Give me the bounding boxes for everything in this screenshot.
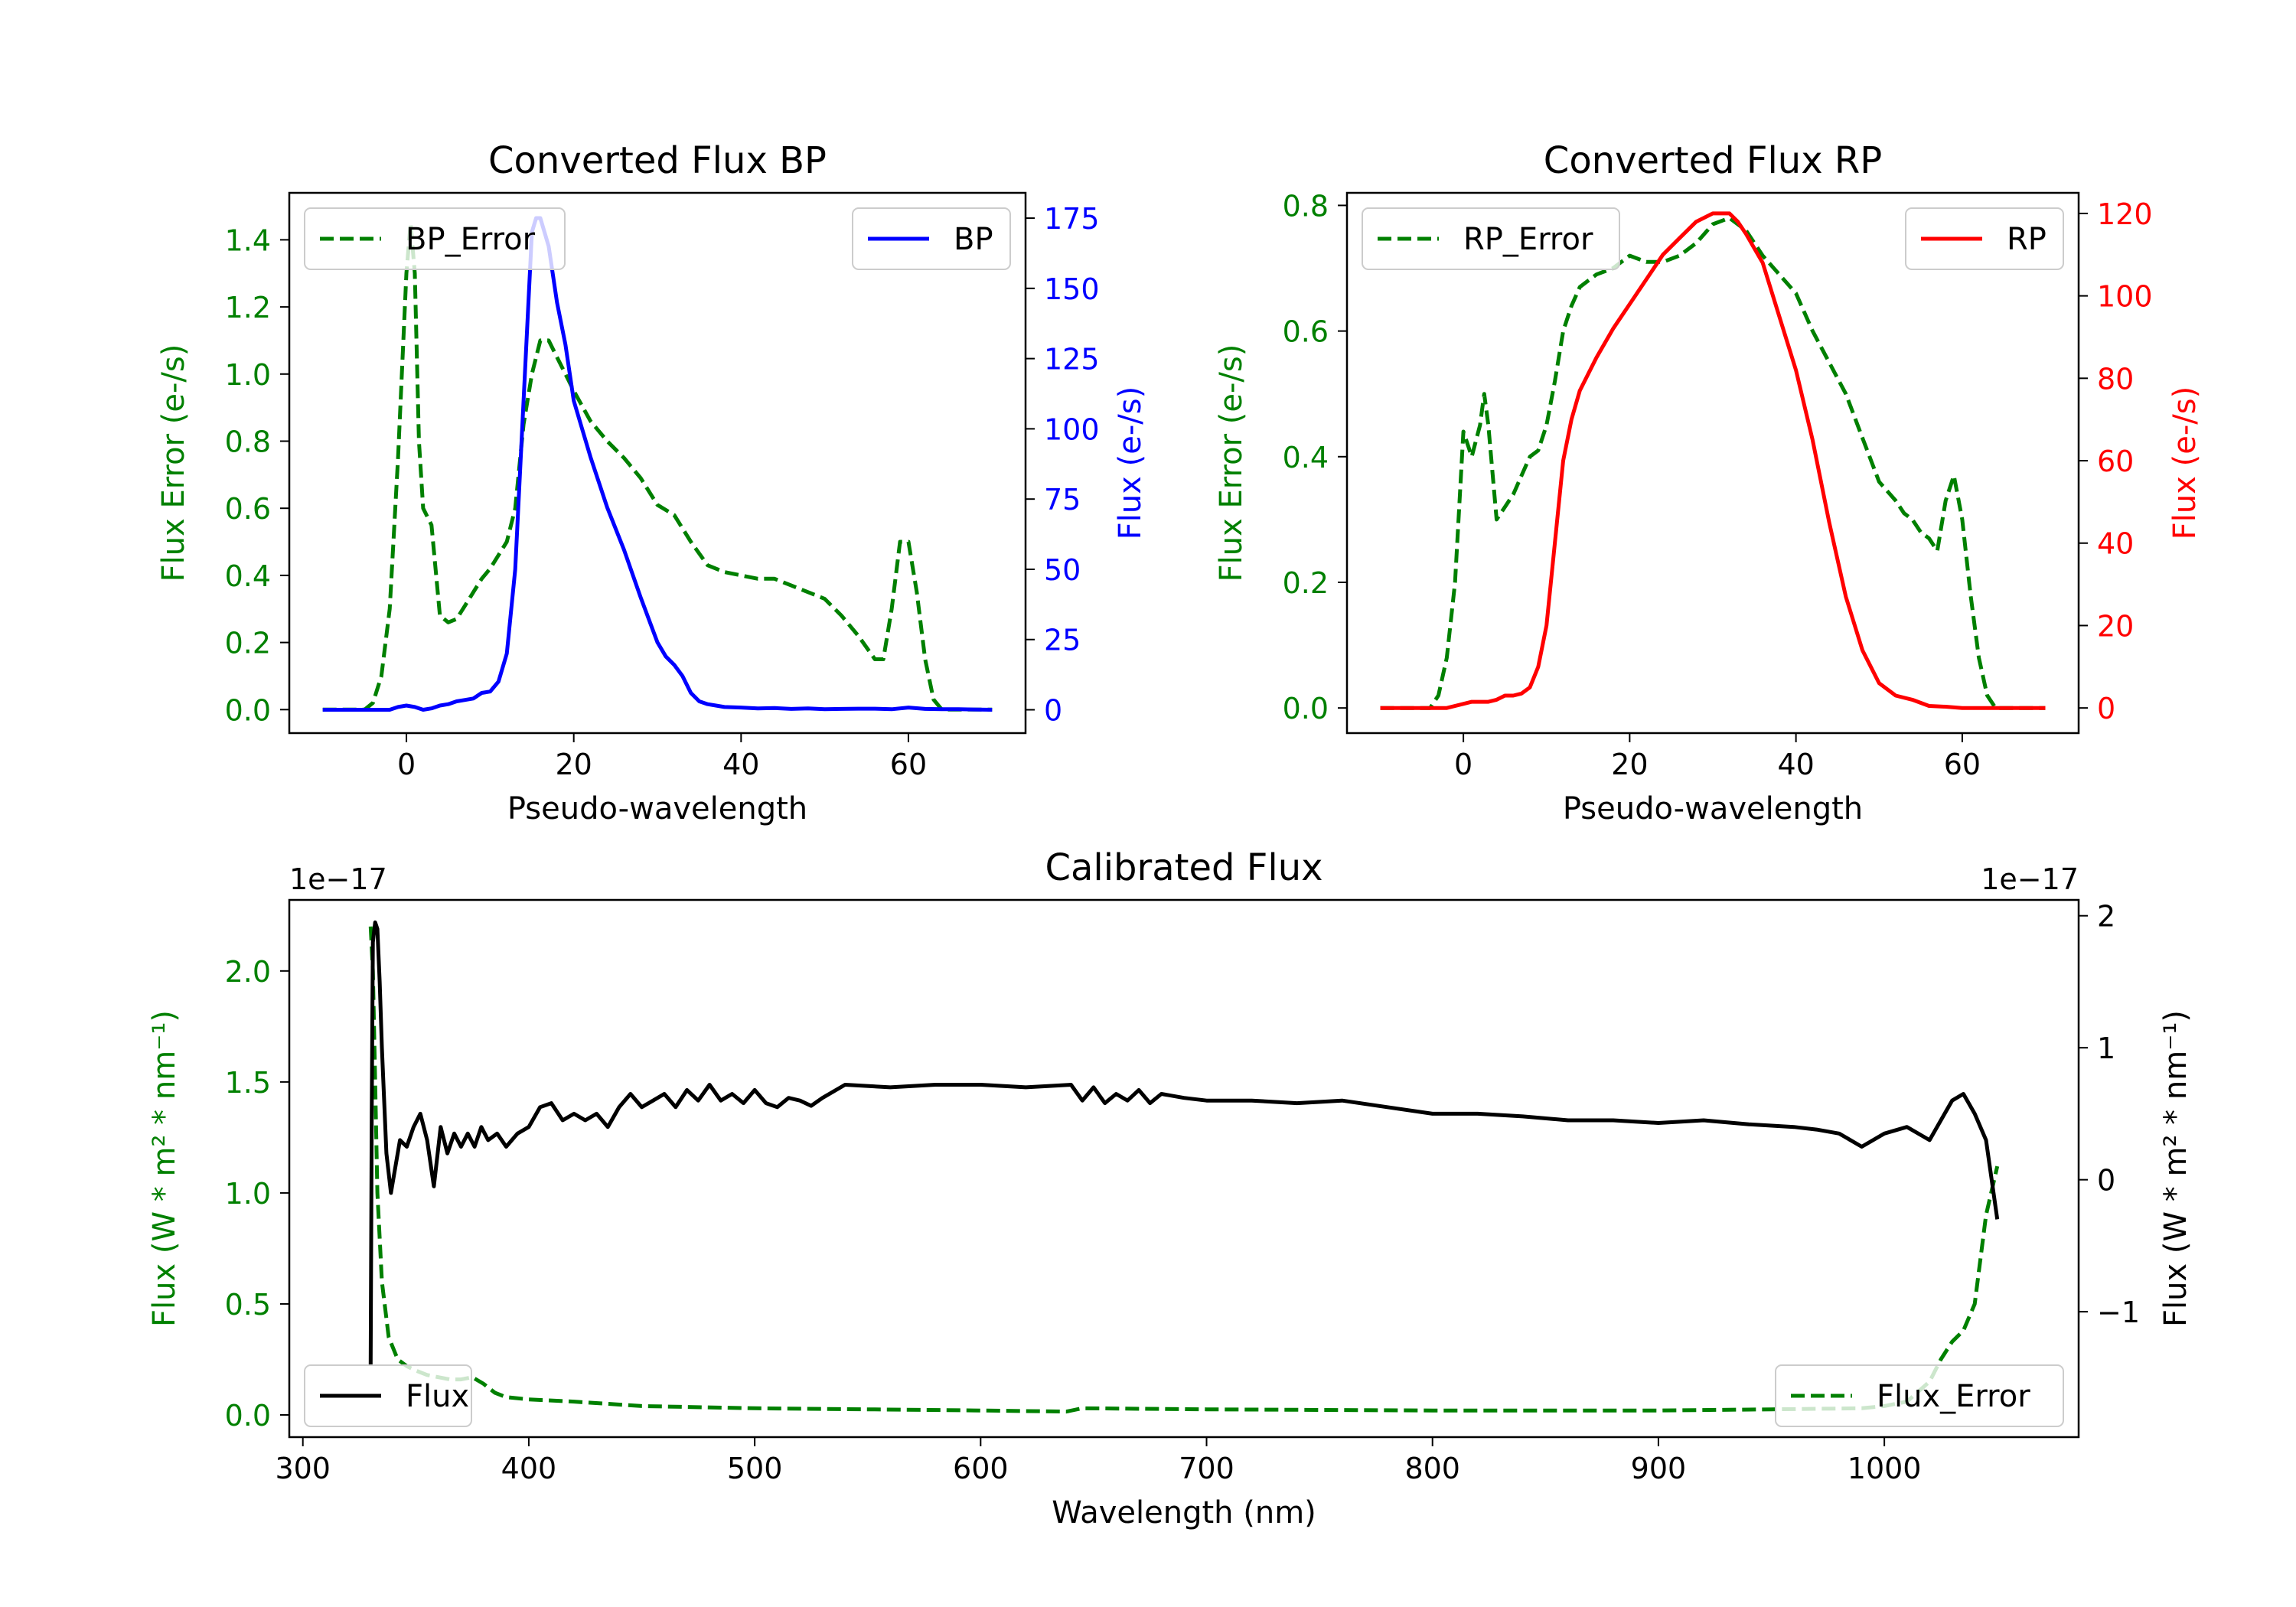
y-right-axis-label: Flux (e-/s)	[2167, 386, 2203, 539]
x-tick-label: 0	[1454, 748, 1473, 781]
y-left-tick-label: 1.4	[225, 223, 271, 257]
y-right-tick-label: 60	[2097, 445, 2134, 478]
y-right-tick-label: 75	[1044, 483, 1081, 517]
y-right-axis-label: Flux (e-/s)	[1113, 386, 1148, 539]
y-left-tick-label: 0.4	[1283, 441, 1329, 474]
series-line-rp-error	[1380, 216, 2046, 710]
x-tick-label: 20	[1611, 748, 1648, 781]
x-tick-label: 700	[1179, 1452, 1234, 1485]
legend-bp: BP	[852, 207, 1011, 270]
y-right-tick-label: −1	[2097, 1296, 2140, 1329]
y-right-tick-label: 125	[1044, 343, 1100, 376]
y-left-tick-label: 1.0	[225, 358, 271, 392]
legend-box	[304, 207, 566, 270]
y-right-tick-label: 120	[2097, 197, 2153, 231]
y-left-tick-label: 0.8	[225, 425, 271, 458]
series-line-bp-error	[322, 221, 993, 712]
x-tick-label: 1000	[1848, 1452, 1922, 1485]
y-right-tick-label: 1	[2097, 1032, 2115, 1065]
y-left-tick-label: 0.0	[1283, 692, 1329, 725]
panel-bp: 0 20 40 60 0.0 0.2 0.4 0.6 0.8 1.0 1.2 1.4 0 25 50 75 10…	[156, 139, 1148, 826]
legend-flux-error: Flux_Error	[1775, 1364, 2064, 1427]
legend-label: RP_Error	[1463, 222, 1593, 257]
legend-bp-error: BP_Error	[304, 207, 566, 270]
x-axis-label: Pseudo-wavelength	[507, 791, 807, 826]
y-left-tick-label: 0.2	[1283, 566, 1329, 600]
axes-frame	[288, 191, 1027, 735]
chart-title: Converted Flux BP	[488, 139, 827, 182]
legend-box	[1362, 207, 1620, 270]
y-right-tick-label: 0	[1044, 694, 1062, 728]
y-left-axis-label: Flux Error (e-/s)	[156, 344, 191, 582]
series-line-rp	[1380, 211, 2046, 710]
y-left-tick-label: 1.5	[225, 1066, 271, 1100]
x-tick-label: 400	[501, 1452, 557, 1485]
chart-title: Calibrated Flux	[1045, 846, 1322, 889]
y-right-tick-label: 40	[2097, 527, 2134, 561]
y-right-tick-label: 80	[2097, 362, 2134, 396]
y-left-tick-label: 1.0	[225, 1177, 271, 1211]
x-tick-label: 600	[953, 1452, 1009, 1485]
y-right-axis-label: Flux (W * m² * nm⁻¹)	[2158, 1010, 2193, 1327]
legend-box	[1775, 1364, 2064, 1427]
y-right-offset-text: 1e−17	[1981, 862, 2079, 896]
x-tick-label: 500	[727, 1452, 783, 1485]
x-tick-label: 40	[1777, 748, 1814, 781]
y-left-offset-text: 1e−17	[289, 862, 387, 896]
legend-label: RP	[2007, 222, 2047, 257]
legend-label: Flux	[406, 1379, 469, 1414]
panel-cal: 300 400 500 600 700 800 900 1000 0.0 0.5 1.0 1.5 2.0…	[147, 846, 2193, 1530]
legend-label: BP	[954, 222, 993, 257]
y-right-tick-label: 150	[1044, 272, 1100, 306]
legend-box	[304, 1364, 472, 1427]
y-right-tick-label: 0	[2097, 1164, 2115, 1198]
x-tick-label: 40	[722, 748, 759, 781]
x-tick-label: 60	[1944, 748, 1981, 781]
panel-rp: 0 20 40 60 0.0 0.2 0.4 0.6 0.8 0 20 40 60 80 100 120 Con…	[1214, 139, 2203, 826]
x-tick-label: 300	[275, 1452, 331, 1485]
y-left-axis-label: Flux (W * m² * nm⁻¹)	[147, 1010, 182, 1327]
y-right-tick-label: 2	[2097, 900, 2115, 934]
series-line-flux	[368, 920, 2000, 1365]
x-tick-label: 800	[1404, 1452, 1460, 1485]
legend-box	[852, 207, 1011, 270]
legend-rp-error: RP_Error	[1362, 207, 1620, 270]
y-right-tick-label: 25	[1044, 624, 1081, 657]
x-tick-label: 20	[556, 748, 592, 781]
y-left-tick-label: 0.0	[225, 693, 271, 727]
x-tick-label: 60	[890, 748, 927, 781]
y-right-tick-label: 50	[1044, 553, 1081, 587]
y-left-tick-label: 0.0	[225, 1399, 271, 1433]
series-line-bp	[322, 216, 993, 712]
y-left-tick-label: 0.5	[225, 1288, 271, 1322]
legend-rp: RP	[1905, 207, 2064, 270]
y-left-tick-label: 2.0	[225, 955, 271, 989]
series-line-flux-error	[368, 926, 2000, 1414]
axes-frame	[1345, 191, 2080, 735]
y-right-tick-label: 0	[2097, 692, 2115, 725]
y-left-tick-label: 0.8	[1283, 189, 1329, 223]
y-left-tick-label: 0.4	[225, 559, 271, 593]
chart-title: Converted Flux RP	[1544, 139, 1882, 182]
axes-frame	[288, 898, 2080, 1439]
y-left-axis-label: Flux Error (e-/s)	[1214, 344, 1249, 582]
legend-label: Flux_Error	[1877, 1379, 2030, 1414]
y-left-tick-label: 0.6	[1283, 315, 1329, 349]
y-right-tick-label: 20	[2097, 609, 2134, 643]
legend-label: BP_Error	[406, 222, 536, 257]
x-axis-label: Wavelength (nm)	[1052, 1495, 1316, 1530]
x-tick-label: 0	[397, 748, 416, 781]
x-tick-label: 900	[1631, 1452, 1687, 1485]
x-axis-label: Pseudo-wavelength	[1563, 791, 1863, 826]
y-left-tick-label: 1.2	[225, 291, 271, 324]
y-right-tick-label: 175	[1044, 202, 1100, 236]
y-right-tick-label: 100	[1044, 412, 1100, 446]
legend-box	[1905, 207, 2064, 270]
y-left-tick-label: 0.6	[225, 492, 271, 526]
y-left-tick-label: 0.2	[225, 627, 271, 660]
legend-flux: Flux	[304, 1364, 472, 1427]
y-right-tick-label: 100	[2097, 280, 2153, 314]
